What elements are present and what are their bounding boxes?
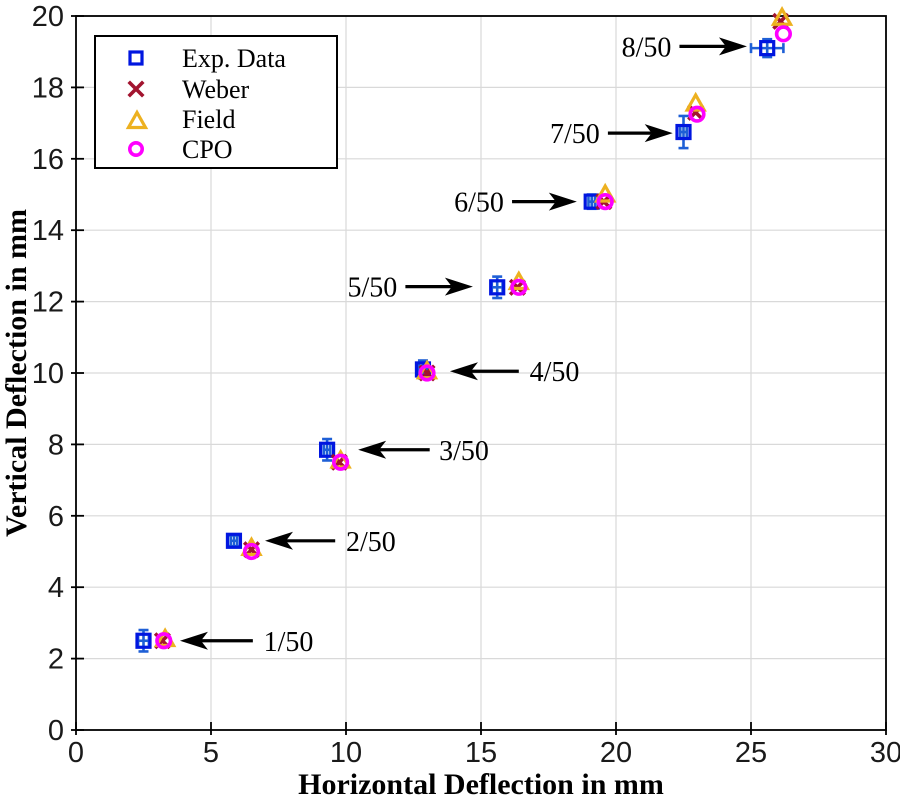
annotation-label: 4/50 bbox=[530, 357, 580, 388]
y-tick-label: 14 bbox=[32, 215, 64, 247]
triangle-marker bbox=[684, 91, 707, 112]
circle-marker bbox=[332, 453, 350, 471]
y-tick-label: 16 bbox=[32, 144, 64, 176]
legend-label-exp-data: Exp. Data bbox=[182, 44, 286, 73]
annotation-arrow-head bbox=[548, 192, 577, 211]
y-axis-label: Vertical Deflection in mm bbox=[0, 209, 33, 537]
circle-marker bbox=[418, 364, 436, 382]
y-tick-label: 6 bbox=[48, 501, 64, 533]
annotation-6-50: 6/50 bbox=[454, 188, 577, 219]
circle-marker bbox=[688, 105, 706, 123]
series-cpo bbox=[155, 25, 793, 650]
y-tick-label: 12 bbox=[32, 287, 64, 319]
annotation-arrow-head bbox=[449, 362, 478, 381]
circle-marker bbox=[596, 193, 614, 211]
legend-markers bbox=[125, 50, 149, 158]
x-tick-label: 30 bbox=[870, 737, 900, 769]
annotation-label: 8/50 bbox=[622, 32, 672, 63]
annotation-arrow-head bbox=[444, 277, 473, 296]
x-tick-label: 25 bbox=[735, 737, 767, 769]
circle-marker bbox=[510, 278, 528, 296]
circle-marker bbox=[155, 632, 173, 650]
y-tick-label: 8 bbox=[48, 429, 64, 461]
square-marker bbox=[675, 123, 692, 141]
circle-marker bbox=[242, 542, 261, 561]
circle-marker bbox=[774, 25, 793, 43]
legend-label-cpo: CPO bbox=[182, 135, 233, 164]
square-marker bbox=[759, 40, 776, 57]
square-marker bbox=[128, 50, 144, 66]
exp-data-point bbox=[749, 37, 785, 59]
legend-label-weber: Weber bbox=[182, 75, 250, 104]
x-marker bbox=[127, 80, 145, 98]
y-tick-label: 10 bbox=[32, 358, 64, 390]
annotation-2-50: 2/50 bbox=[265, 527, 396, 558]
annotation-label: 1/50 bbox=[264, 627, 314, 658]
annotation-arrow-head bbox=[644, 124, 673, 143]
annotation-label: 2/50 bbox=[346, 527, 396, 558]
annotation-label: 3/50 bbox=[439, 436, 489, 467]
annotation-arrow-head bbox=[718, 37, 747, 56]
y-tick-label: 18 bbox=[32, 72, 64, 104]
x-tick-label: 15 bbox=[465, 737, 497, 769]
exp-data-point bbox=[675, 114, 692, 150]
square-marker bbox=[489, 279, 506, 296]
annotation-arrow-head bbox=[179, 631, 208, 650]
y-tick-label: 2 bbox=[48, 644, 64, 676]
annotation-label: 6/50 bbox=[454, 188, 504, 219]
plot-area: 0 5 10 15 20 25 30 0 2 4 6 8 10 12 14 16 18 20 1/50 2/50 3/5… bbox=[32, 1, 900, 769]
annotation-arrow-head bbox=[358, 440, 387, 459]
triangle-marker bbox=[125, 109, 149, 130]
legend-label-field: Field bbox=[182, 105, 235, 134]
exp-data-point bbox=[489, 275, 506, 300]
annotation-1-50: 1/50 bbox=[179, 627, 314, 658]
x-tick-label: 0 bbox=[68, 737, 84, 769]
exp-data-point bbox=[135, 628, 152, 653]
exp-data-point bbox=[319, 437, 336, 462]
triangle-marker bbox=[593, 182, 617, 203]
annotation-label: 5/50 bbox=[348, 273, 398, 304]
square-marker bbox=[319, 441, 336, 458]
circle-marker bbox=[128, 141, 145, 158]
annotation-8-50: 8/50 bbox=[622, 32, 747, 63]
triangle-marker bbox=[770, 6, 794, 26]
annotation-5-50: 5/50 bbox=[348, 273, 473, 304]
annotation-arrow-head bbox=[265, 531, 293, 550]
x-tick-label: 20 bbox=[600, 737, 632, 769]
y-tick-label: 20 bbox=[32, 1, 64, 33]
annotation-4-50: 4/50 bbox=[449, 357, 580, 388]
x-tick-label: 10 bbox=[330, 737, 362, 769]
x-axis-label: Horizontal Deflection in mm bbox=[298, 768, 664, 800]
x-tick-label: 5 bbox=[203, 737, 219, 769]
annotation-3-50: 3/50 bbox=[358, 436, 489, 467]
annotation-7-50: 7/50 bbox=[550, 119, 673, 150]
y-tick-label: 0 bbox=[48, 715, 64, 747]
exp-data-point bbox=[225, 532, 243, 549]
legend-box bbox=[94, 35, 338, 169]
annotation-label: 7/50 bbox=[550, 119, 600, 150]
y-tick-label: 4 bbox=[48, 572, 64, 604]
square-marker bbox=[225, 532, 243, 549]
legend: Exp. Data Weber Field CPO bbox=[94, 35, 338, 169]
square-marker bbox=[135, 632, 152, 649]
